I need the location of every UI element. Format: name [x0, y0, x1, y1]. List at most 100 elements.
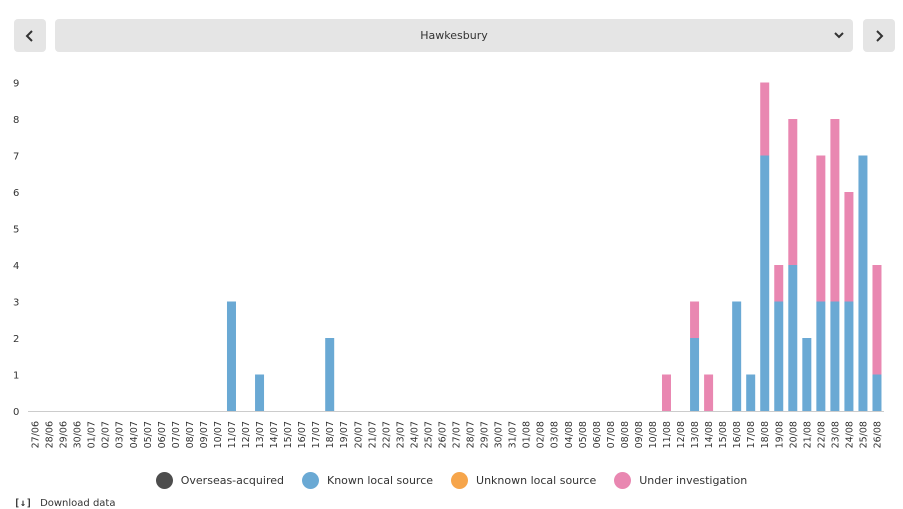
- bar-known-local-source: [690, 338, 700, 411]
- legend-marker-unknown-local: [451, 471, 469, 489]
- x-tick-label: 11/07: [227, 421, 238, 448]
- legend-item-unknown-local[interactable]: Unknown local source: [451, 471, 596, 489]
- bar-under-investigation: [788, 119, 798, 265]
- y-tick-label: 1: [13, 371, 19, 382]
- x-tick-label: 03/08: [550, 421, 561, 448]
- bar-under-investigation: [774, 265, 784, 302]
- x-tick-label: 16/07: [297, 421, 308, 448]
- x-tick-label: 06/07: [157, 421, 168, 448]
- bar-known-local-source: [760, 155, 770, 411]
- x-tick-label: 29/07: [480, 421, 491, 448]
- next-region-button[interactable]: [863, 19, 895, 52]
- y-tick-label: 0: [13, 407, 19, 418]
- x-tick-label: 12/07: [241, 421, 252, 448]
- bar-under-investigation: [830, 119, 840, 302]
- x-tick-label: 31/07: [508, 421, 519, 448]
- x-tick-label: 16/08: [732, 421, 743, 448]
- x-tick-label: 27/07: [452, 421, 463, 448]
- bar-known-local-source: [816, 301, 826, 411]
- x-tick-label: 19/07: [339, 421, 350, 448]
- download-data-link[interactable]: [↓] Download data: [14, 498, 115, 509]
- x-tick-label: 13/07: [255, 421, 266, 448]
- x-tick-label: 13/08: [690, 421, 701, 448]
- x-tick-label: 21/07: [367, 421, 378, 448]
- x-tick-label: 08/07: [185, 421, 196, 448]
- x-tick-label: 06/08: [592, 421, 603, 448]
- y-tick-label: 7: [13, 152, 19, 163]
- bar-known-local-source: [858, 155, 868, 411]
- x-tick-label: 23/07: [395, 421, 406, 448]
- x-tick-label: 28/06: [45, 421, 56, 448]
- x-tick-label: 22/08: [816, 421, 827, 448]
- bar-under-investigation: [816, 155, 826, 302]
- legend-marker-known-local: [301, 471, 319, 489]
- legend-label-overseas: Overseas-acquired: [180, 473, 284, 487]
- legend-label-under-investigation: Under investigation: [639, 473, 748, 487]
- x-tick-label: 01/07: [87, 421, 98, 448]
- x-tick-label: 10/07: [213, 421, 224, 448]
- chevron-left-icon: [25, 29, 33, 42]
- bar-known-local-source: [872, 374, 882, 411]
- x-tick-label: 14/07: [269, 421, 280, 448]
- y-axis: 0 1 2 3 4 5 6 7 8 9: [13, 79, 19, 419]
- x-tick-label: 02/07: [101, 421, 112, 448]
- download-label: Download data: [40, 498, 116, 509]
- x-tick-label: 25/08: [858, 421, 869, 448]
- download-icon: [↓]: [14, 498, 33, 509]
- bar-known-local-source: [226, 301, 236, 411]
- x-tick-label: 21/08: [802, 421, 813, 448]
- x-tick-label: 18/07: [325, 421, 336, 448]
- bar-under-investigation: [844, 192, 854, 302]
- legend-marker-overseas: [155, 471, 173, 489]
- previous-region-button[interactable]: [14, 19, 46, 52]
- y-tick-label: 3: [13, 298, 19, 309]
- x-tick-label: 23/08: [830, 421, 841, 448]
- x-tick-label: 25/07: [423, 421, 434, 448]
- x-tick-label: 07/08: [606, 421, 617, 448]
- x-tick-label: 15/07: [283, 421, 294, 448]
- y-tick-label: 8: [13, 115, 19, 126]
- x-tick-label: 03/07: [115, 421, 126, 448]
- x-tick-label: 09/08: [634, 421, 645, 448]
- chevron-down-icon: [834, 32, 844, 39]
- x-tick-label: 18/08: [760, 421, 771, 448]
- x-tick-label: 07/07: [171, 421, 182, 448]
- x-tick-label: 17/07: [311, 421, 322, 448]
- bar-known-local-source: [802, 338, 812, 411]
- x-tick-label: 19/08: [774, 421, 785, 448]
- x-tick-label: 20/08: [788, 421, 799, 448]
- x-tick-label: 26/07: [437, 421, 448, 448]
- bar-known-local-source: [325, 338, 335, 411]
- x-tick-label: 24/08: [844, 421, 855, 448]
- bar-under-investigation: [690, 301, 700, 338]
- x-tick-label: 30/07: [494, 421, 505, 448]
- legend-item-known-local[interactable]: Known local source: [301, 471, 433, 489]
- y-tick-label: 4: [13, 261, 19, 272]
- region-label: Hawkesbury: [420, 29, 488, 42]
- x-tick-label: 12/08: [676, 421, 687, 448]
- legend-marker-under-investigation: [614, 471, 632, 489]
- bar-known-local-source: [255, 374, 265, 411]
- bar-under-investigation: [704, 374, 714, 411]
- bar-known-local-source: [844, 301, 854, 411]
- bar-known-local-source: [746, 374, 756, 411]
- chevron-right-icon: [876, 29, 884, 42]
- x-tick-label: 09/07: [199, 421, 210, 448]
- x-tick-label: 11/08: [662, 421, 673, 448]
- bar-under-investigation: [872, 265, 882, 375]
- x-tick-label: 15/08: [718, 421, 729, 448]
- bar-under-investigation: [760, 82, 770, 156]
- x-tick-label: 01/08: [522, 421, 533, 448]
- x-tick-label: 10/08: [648, 421, 659, 448]
- x-axis: 27/06 28/06 29/06 30/06 01/07 02/07 03/07 04/07…: [31, 421, 884, 448]
- bar-known-local-source: [788, 265, 798, 411]
- bar-known-local-source: [732, 301, 742, 411]
- x-tick-label: 14/08: [704, 421, 715, 448]
- legend-item-overseas[interactable]: Overseas-acquired: [155, 471, 284, 489]
- x-tick-label: 08/08: [620, 421, 631, 448]
- legend-item-under-investigation[interactable]: Under investigation: [614, 471, 748, 489]
- region-dropdown[interactable]: Hawkesbury: [55, 19, 853, 52]
- x-tick-label: 05/08: [578, 421, 589, 448]
- x-tick-label: 02/08: [536, 421, 547, 448]
